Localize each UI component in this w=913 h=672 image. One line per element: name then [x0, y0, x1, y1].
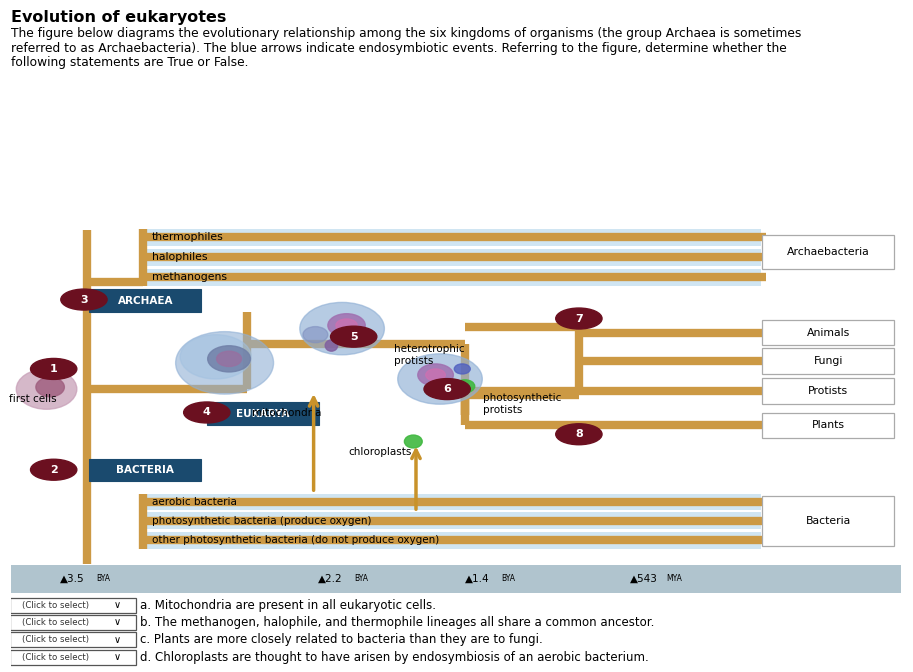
Text: d. Chloroplasts are thought to have arisen by endosymbiosis of an aerobic bacter: d. Chloroplasts are thought to have aris…	[140, 650, 649, 664]
Text: Fungi: Fungi	[813, 356, 843, 366]
Text: referred to as Archaebacteria). The blue arrows indicate endosymbiotic events. R: referred to as Archaebacteria). The blue…	[11, 42, 787, 54]
Text: (Click to select): (Click to select)	[22, 635, 89, 644]
Bar	[142, 513, 761, 530]
FancyBboxPatch shape	[10, 650, 135, 665]
Text: chloroplasts: chloroplasts	[349, 447, 412, 456]
Text: 8: 8	[575, 429, 582, 439]
Text: ▲2.2: ▲2.2	[318, 574, 342, 584]
Bar	[142, 269, 761, 286]
FancyBboxPatch shape	[89, 290, 202, 312]
Text: The figure below diagrams the evolutionary relationship among the six kingdoms o: The figure below diagrams the evolutiona…	[11, 27, 802, 40]
Ellipse shape	[456, 380, 475, 392]
Ellipse shape	[418, 364, 454, 386]
Ellipse shape	[175, 332, 274, 394]
Ellipse shape	[404, 435, 422, 448]
Text: ∨: ∨	[114, 618, 121, 628]
Text: Plants: Plants	[812, 421, 845, 430]
Text: (Click to select): (Click to select)	[22, 601, 89, 610]
Text: mitochondria: mitochondria	[252, 409, 321, 418]
Circle shape	[61, 289, 107, 310]
Text: halophiles: halophiles	[152, 252, 207, 262]
Text: ∨: ∨	[114, 600, 121, 610]
Text: Animals: Animals	[806, 328, 850, 337]
Text: methanogens: methanogens	[152, 272, 226, 282]
Bar	[142, 493, 761, 511]
Text: 5: 5	[350, 332, 358, 341]
Text: ∨: ∨	[114, 635, 121, 645]
Circle shape	[424, 378, 470, 400]
Text: 4: 4	[203, 407, 211, 417]
Text: BACTERIA: BACTERIA	[117, 465, 174, 475]
Text: aerobic bacteria: aerobic bacteria	[152, 497, 236, 507]
Ellipse shape	[216, 351, 242, 366]
FancyBboxPatch shape	[89, 459, 202, 481]
Text: Bacteria: Bacteria	[805, 516, 851, 526]
Text: BYA: BYA	[501, 575, 516, 583]
Text: (Click to select): (Click to select)	[22, 618, 89, 627]
Circle shape	[30, 459, 77, 480]
Circle shape	[556, 308, 602, 329]
Bar	[11, 565, 901, 593]
Text: ARCHAEA: ARCHAEA	[118, 296, 173, 306]
Ellipse shape	[328, 314, 365, 337]
Text: BYA: BYA	[354, 575, 369, 583]
Ellipse shape	[36, 378, 64, 396]
Text: MYA: MYA	[666, 575, 682, 583]
Ellipse shape	[455, 364, 470, 374]
Ellipse shape	[16, 369, 77, 409]
FancyBboxPatch shape	[762, 378, 894, 404]
Text: 6: 6	[443, 384, 451, 394]
Ellipse shape	[303, 327, 328, 343]
Text: EUKARYA: EUKARYA	[236, 409, 289, 419]
Ellipse shape	[299, 302, 384, 355]
Ellipse shape	[180, 335, 251, 379]
Circle shape	[184, 402, 230, 423]
FancyBboxPatch shape	[762, 235, 894, 269]
FancyBboxPatch shape	[206, 403, 319, 425]
Bar	[142, 249, 761, 265]
FancyBboxPatch shape	[762, 413, 894, 438]
Text: a. Mitochondria are present in all eukaryotic cells.: a. Mitochondria are present in all eukar…	[140, 599, 436, 612]
Text: 7: 7	[575, 314, 582, 323]
FancyBboxPatch shape	[10, 615, 135, 630]
Text: other photosynthetic bacteria (do not produce oxygen): other photosynthetic bacteria (do not pr…	[152, 536, 439, 545]
Text: Evolution of eukaryotes: Evolution of eukaryotes	[11, 10, 226, 25]
FancyBboxPatch shape	[762, 348, 894, 374]
Text: heterotrophic
protists: heterotrophic protists	[394, 344, 465, 366]
Text: ▲3.5: ▲3.5	[60, 574, 85, 584]
FancyBboxPatch shape	[762, 496, 894, 546]
Text: 3: 3	[80, 294, 88, 304]
Ellipse shape	[325, 340, 338, 351]
FancyBboxPatch shape	[10, 632, 135, 647]
Text: ▲1.4: ▲1.4	[465, 574, 489, 584]
Bar	[142, 228, 761, 245]
Text: photosynthetic bacteria (produce oxygen): photosynthetic bacteria (produce oxygen)	[152, 516, 371, 526]
Ellipse shape	[398, 354, 482, 405]
Text: following statements are True or False.: following statements are True or False.	[11, 56, 248, 69]
Text: c. Plants are more closely related to bacteria than they are to fungi.: c. Plants are more closely related to ba…	[140, 633, 543, 646]
Text: ∨: ∨	[114, 652, 121, 662]
Text: photosynthetic
protists: photosynthetic protists	[483, 393, 561, 415]
Text: first cells: first cells	[9, 394, 57, 404]
Text: ▲543: ▲543	[630, 574, 657, 584]
Text: 1: 1	[50, 364, 58, 374]
Ellipse shape	[336, 319, 357, 332]
Text: Archaebacteria: Archaebacteria	[787, 247, 869, 257]
Text: 2: 2	[50, 465, 58, 474]
Circle shape	[556, 424, 602, 445]
Text: (Click to select): (Click to select)	[22, 653, 89, 662]
Text: Protists: Protists	[808, 386, 848, 396]
Bar	[142, 532, 761, 549]
FancyBboxPatch shape	[762, 320, 894, 345]
Circle shape	[30, 358, 77, 380]
Text: b. The methanogen, halophile, and thermophile lineages all share a common ancest: b. The methanogen, halophile, and thermo…	[140, 616, 655, 629]
Ellipse shape	[425, 369, 446, 381]
Ellipse shape	[207, 346, 250, 372]
Circle shape	[331, 326, 377, 347]
Text: thermophiles: thermophiles	[152, 232, 224, 242]
FancyBboxPatch shape	[10, 597, 135, 613]
Text: BYA: BYA	[97, 575, 110, 583]
